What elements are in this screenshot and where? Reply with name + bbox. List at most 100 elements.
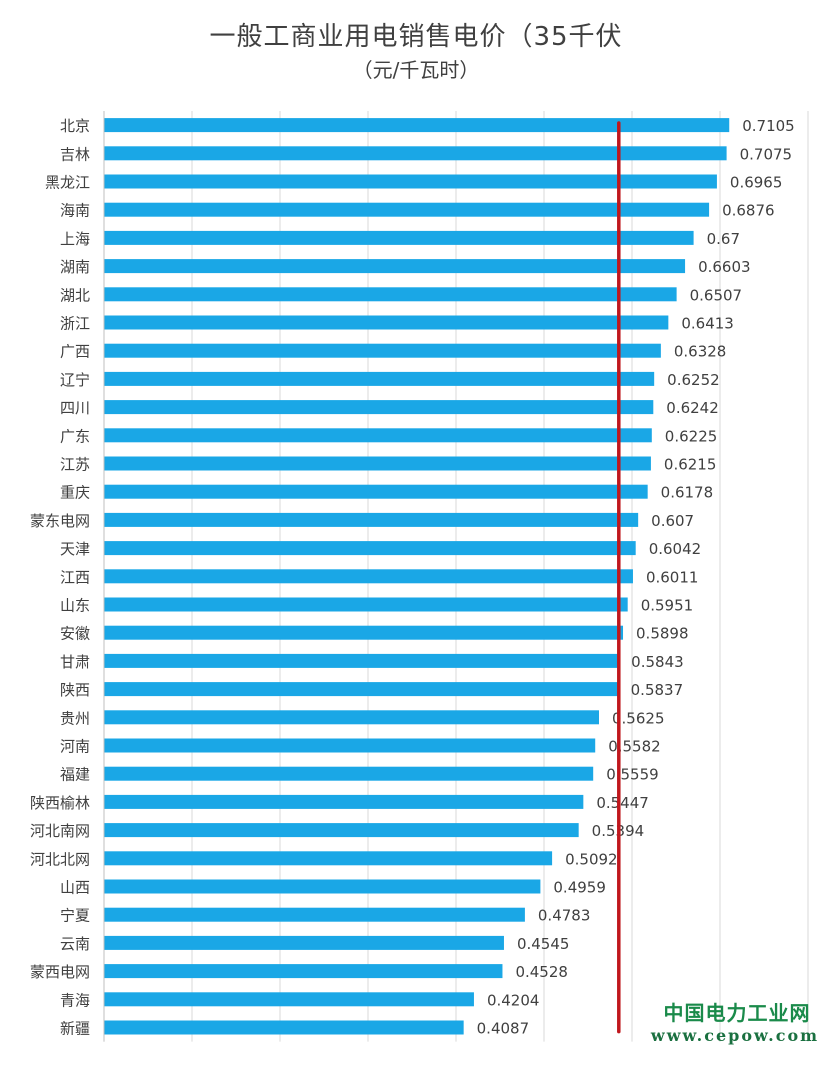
bar <box>104 428 652 443</box>
watermark-url: www.cepow.com <box>650 1026 820 1045</box>
bar <box>104 569 633 584</box>
bar <box>104 653 619 668</box>
value-label: 0.4959 <box>553 879 606 897</box>
value-label: 0.6178 <box>661 484 714 502</box>
bar <box>104 1020 464 1035</box>
value-label: 0.5559 <box>606 766 659 784</box>
category-label: 山东 <box>60 597 90 615</box>
value-label: 0.4204 <box>487 991 540 1009</box>
category-label: 广西 <box>60 343 90 361</box>
category-label: 云南 <box>60 935 90 953</box>
bar <box>104 259 686 274</box>
value-label: 0.6225 <box>665 427 718 445</box>
bar <box>104 315 669 330</box>
bar <box>104 597 628 612</box>
watermark-logo-text: 中国电力工业网 <box>663 1001 811 1025</box>
category-label: 陕西榆林 <box>30 794 90 812</box>
bar <box>104 118 730 133</box>
bar <box>104 202 710 217</box>
category-label: 河南 <box>60 738 90 756</box>
category-label: 河北北网 <box>30 850 90 868</box>
category-label: 湖南 <box>60 258 90 276</box>
value-label: 0.5625 <box>612 709 665 727</box>
bar <box>104 456 651 471</box>
bar <box>104 992 474 1007</box>
category-label: 北京 <box>60 117 90 135</box>
value-label: 0.6965 <box>730 174 783 192</box>
bar <box>104 287 677 302</box>
category-label: 黑龙江 <box>45 174 90 192</box>
value-label: 0.6507 <box>690 286 743 304</box>
bar <box>104 964 503 979</box>
category-label: 吉林 <box>60 145 90 163</box>
value-label: 0.7075 <box>740 145 793 163</box>
bar <box>104 541 636 556</box>
value-label: 0.6413 <box>681 315 734 333</box>
value-label: 0.6252 <box>667 371 720 389</box>
category-label: 上海 <box>60 230 90 248</box>
category-label: 新疆 <box>60 1020 90 1038</box>
chart-subtitle: （元/千瓦时） <box>352 58 480 82</box>
value-label: 0.5092 <box>565 850 618 868</box>
value-label: 0.4087 <box>477 1020 530 1038</box>
chart-title: 一般工商业用电销售电价（35千伏 <box>209 22 623 52</box>
bar <box>104 879 541 894</box>
bar <box>104 710 599 725</box>
category-label: 四川 <box>60 399 90 417</box>
value-label: 0.6042 <box>649 540 702 558</box>
value-label: 0.5837 <box>631 681 684 699</box>
value-label: 0.5898 <box>636 625 689 643</box>
bar <box>104 738 596 753</box>
value-label: 0.6242 <box>666 399 719 417</box>
value-label: 0.607 <box>651 512 694 530</box>
bar <box>104 682 618 697</box>
bar <box>104 935 504 950</box>
category-label: 重庆 <box>60 484 90 502</box>
category-label: 青海 <box>60 991 90 1009</box>
bar <box>104 174 717 189</box>
category-label: 贵州 <box>60 709 90 727</box>
category-label: 浙江 <box>60 315 90 333</box>
bar <box>104 343 661 358</box>
value-label: 0.67 <box>707 230 740 248</box>
bar <box>104 794 584 809</box>
value-label: 0.6215 <box>664 456 717 474</box>
bar <box>104 230 694 245</box>
value-label: 0.5951 <box>641 597 694 615</box>
value-label: 0.5582 <box>608 738 661 756</box>
category-label: 蒙东电网 <box>30 512 90 530</box>
bar <box>104 400 654 415</box>
bar <box>104 146 727 161</box>
category-label: 山西 <box>60 879 90 897</box>
category-label: 辽宁 <box>60 371 90 389</box>
category-label: 广东 <box>60 427 90 445</box>
value-label: 0.5843 <box>631 653 684 671</box>
category-label: 河北南网 <box>30 822 90 840</box>
bar <box>104 766 594 781</box>
value-label: 0.4545 <box>517 935 570 953</box>
bar <box>104 851 553 866</box>
bar <box>104 512 639 527</box>
category-label: 福建 <box>60 766 90 784</box>
value-label: 0.4528 <box>515 963 568 981</box>
category-label: 安徽 <box>60 625 90 643</box>
bar <box>104 823 579 838</box>
category-label: 海南 <box>60 202 90 220</box>
category-label: 甘肃 <box>60 653 90 671</box>
value-label: 0.5447 <box>596 794 649 812</box>
value-label: 0.7105 <box>742 117 795 135</box>
bar <box>104 625 624 640</box>
value-label: 0.6011 <box>646 568 699 586</box>
value-label: 0.4783 <box>538 907 591 925</box>
value-label: 0.6328 <box>674 343 727 361</box>
bar <box>104 907 525 922</box>
category-label: 天津 <box>60 540 90 558</box>
bar <box>104 371 655 386</box>
category-label: 蒙西电网 <box>30 963 90 981</box>
category-label: 宁夏 <box>60 907 90 925</box>
category-label: 江苏 <box>60 456 90 474</box>
category-label: 湖北 <box>60 286 90 304</box>
value-label: 0.6603 <box>698 258 751 276</box>
category-label: 陕西 <box>60 681 90 699</box>
